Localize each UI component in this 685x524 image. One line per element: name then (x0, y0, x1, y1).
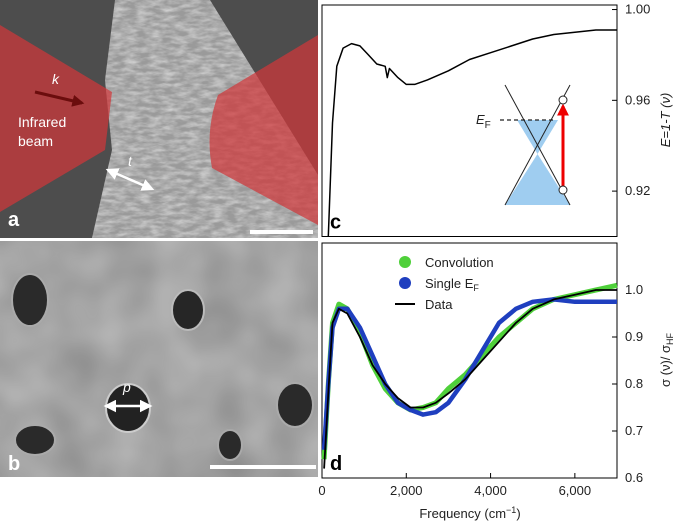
plot-frame (321, 242, 618, 479)
y-axis-label-text: E=1-T (ν) (658, 93, 673, 148)
legend-label-sub: F (473, 283, 479, 293)
legend: Convolution Single EF Data (395, 255, 494, 312)
x-axis-label-end: ) (516, 506, 520, 521)
k-label: k (52, 71, 60, 87)
state (558, 185, 568, 195)
y-tick-label: 1.0 (625, 282, 643, 297)
panel-label: c (330, 212, 341, 234)
legend-label: Data (425, 297, 453, 312)
p-label: p (122, 379, 131, 395)
y-axis-label: E=1-T (ν) (658, 93, 673, 148)
inset-dirac-cone: EF (476, 84, 571, 206)
beam-left (0, 25, 112, 212)
pore (217, 429, 243, 461)
legend-label-text: Single E (425, 276, 474, 291)
series-line (327, 29, 617, 237)
legend-label-text: Data (425, 297, 453, 312)
pore (276, 382, 314, 428)
t-label: t (128, 153, 133, 169)
y-axis-label-sub: HF (665, 332, 675, 344)
lower-cone (505, 154, 570, 205)
legend-label-text: Convolution (425, 255, 494, 270)
y-tick-label: 0.92 (625, 183, 650, 198)
t-arrow (105, 168, 155, 191)
panel-label: b (8, 453, 20, 475)
x-axis-label-sup: −1 (506, 505, 516, 515)
y-tick-label: 1.00 (625, 2, 650, 17)
beam-right (209, 35, 318, 225)
pore (11, 273, 49, 327)
scale-bar (210, 465, 316, 469)
x-axis-label: Frequency (cm−1) (419, 505, 520, 521)
fermi-label-sub: F (485, 120, 491, 131)
y-tick-label: 0.8 (625, 376, 643, 391)
x-tick-label: 6,000 (559, 483, 592, 498)
x-tick-label: 0 (318, 483, 325, 498)
y-axis-label: σ (ν)/ σHF (658, 332, 675, 387)
panel-label: d (330, 453, 342, 475)
y-tick-label: 0.9 (625, 329, 643, 344)
x-axis-label-text: Frequency (cm (419, 506, 506, 521)
legend-label: Single EF (425, 276, 479, 293)
panel-label: a (8, 209, 20, 231)
state (558, 95, 568, 105)
x-tick-label: 4,000 (474, 483, 507, 498)
beam-label: beam (18, 133, 53, 149)
plot-frame (321, 4, 618, 237)
panel-a: k Infrared beam t a (0, 0, 318, 238)
beam-label: Infrared (18, 114, 66, 130)
panel-b: p b (0, 241, 318, 477)
fermi-label: EF (476, 112, 491, 131)
y-axis-label-text: σ (ν)/ σ (658, 345, 673, 387)
pore (14, 424, 56, 456)
pore (171, 289, 205, 331)
series-line (323, 289, 617, 469)
y-tick-label: 0.6 (625, 470, 643, 485)
legend-swatch (399, 256, 411, 268)
y-tick-label: 0.7 (625, 423, 643, 438)
series-line (321, 297, 617, 450)
k-arrow (34, 90, 85, 107)
x-tick-label: 2,000 (390, 483, 423, 498)
filled-upper (517, 120, 558, 154)
y-tick-label: 0.96 (625, 92, 650, 107)
legend-label: Convolution (425, 255, 494, 270)
legend-swatch (399, 277, 411, 289)
scale-bar (250, 230, 313, 234)
fermi-label-main: E (476, 112, 485, 127)
